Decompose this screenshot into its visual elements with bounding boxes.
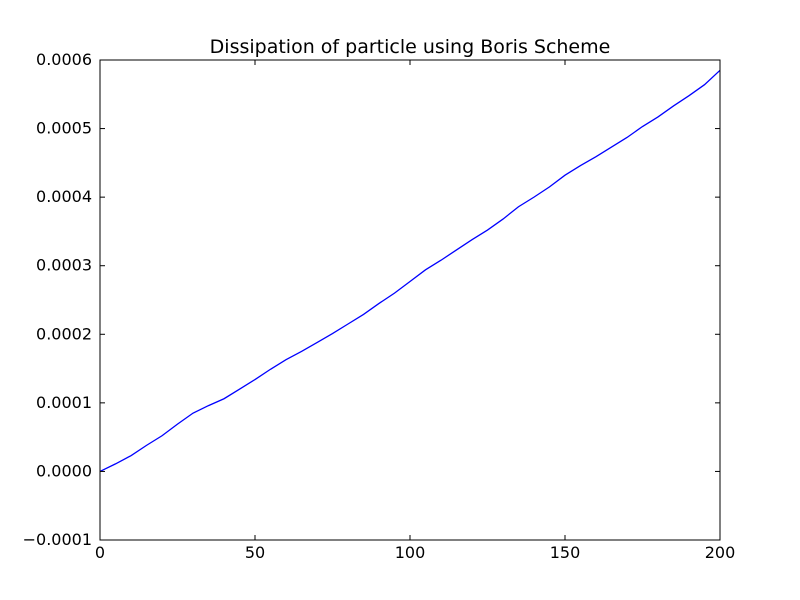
x-tick-label: 100 — [395, 543, 426, 562]
y-tick-label: 0.0001 — [36, 393, 92, 412]
x-tick-label: 200 — [705, 543, 736, 562]
y-tick-label: 0.0005 — [36, 119, 92, 138]
x-tick-label: 150 — [550, 543, 581, 562]
chart-title: Dissipation of particle using Boris Sche… — [210, 36, 611, 58]
y-tick-label: −0.0001 — [23, 530, 92, 549]
y-tick-label: 0.0006 — [36, 50, 92, 69]
y-tick-label: 0.0003 — [36, 256, 92, 275]
series-layer — [99, 69, 721, 473]
y-tick-label: 0.0004 — [36, 187, 92, 206]
x-tick-label: 50 — [245, 543, 265, 562]
plot-frame — [99, 59, 721, 541]
x-tick-label: 0 — [95, 543, 105, 562]
plot-area — [100, 60, 720, 540]
tick-layer: 0 50 100 150 200 −0.0001 0.0000 0.0001 0.0002 0.0… — [23, 50, 736, 562]
y-tick-label: 0.0002 — [36, 324, 92, 343]
series-line-0 — [99, 69, 721, 473]
y-tick-label: 0.0000 — [36, 461, 92, 480]
